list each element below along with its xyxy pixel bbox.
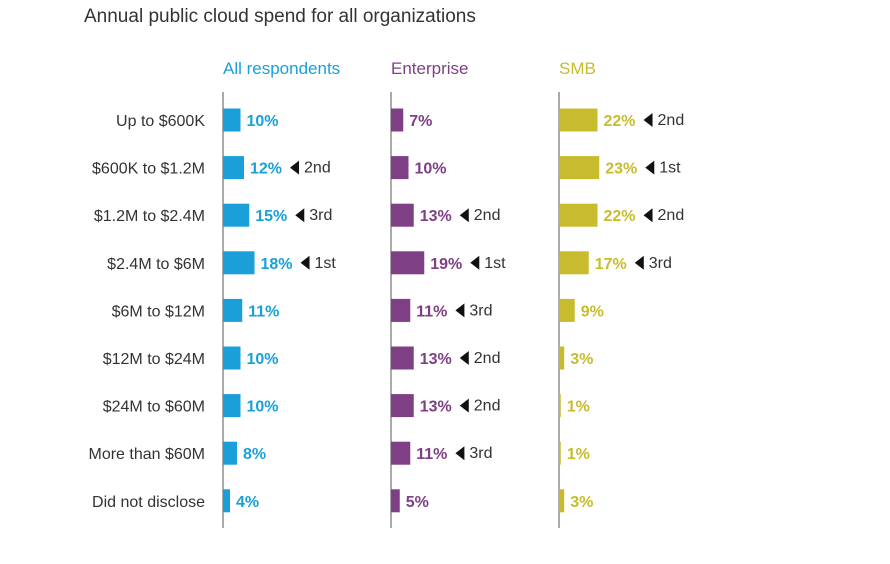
chart-columns: All respondents 10% 12% 2nd 15% 3rd 18% 1st 11% 1… [222,59,685,528]
rank-arrow-icon [459,351,469,365]
bar [391,156,409,180]
value-label: 5% [406,494,429,511]
bar [391,108,404,132]
bar [391,489,400,513]
rank-label: 2nd [474,398,501,415]
value-label: 15% [255,208,287,225]
series-header: SMB [559,59,596,78]
value-label: 7% [409,113,432,130]
rank-label: 2nd [658,112,685,129]
rank-arrow-icon [645,160,655,175]
rank-label: 1st [484,255,506,272]
category-label: $12M to $24M [103,351,205,368]
bar [559,489,565,513]
rank-label: 2nd [474,207,501,224]
bar [559,156,600,180]
value-label: 19% [430,256,462,273]
series-header: All respondents [223,59,340,78]
category-label: $6M to $12M [112,303,205,320]
rank-arrow-icon [470,255,480,270]
bar [223,346,241,370]
bar [223,203,250,227]
bar [559,251,589,275]
series-column: All respondents 10% 12% 2nd 15% 3rd 18% 1st 11% 1… [222,59,340,528]
value-label: 12% [250,161,282,178]
value-label: 10% [415,161,447,178]
bar [559,298,575,322]
rank-label: 2nd [658,207,685,224]
chart-title: Annual public cloud spend for all organi… [84,6,476,27]
value-label: 18% [261,256,293,273]
rank-arrow-icon [459,208,469,223]
rank-arrow-icon [295,208,305,223]
rank-arrow-icon [634,255,644,270]
rank-label: 3rd [649,255,672,272]
bar [559,441,561,465]
bar [391,203,414,227]
series-header: Enterprise [391,59,468,78]
rank-label: 3rd [309,207,332,224]
bar [391,251,425,275]
rank-label: 1st [659,160,681,177]
value-label: 13% [420,208,452,225]
value-label: 23% [605,161,637,178]
bar [223,156,244,180]
value-label: 17% [595,256,627,273]
value-label: 11% [248,303,279,320]
value-label: 4% [236,494,259,511]
bar [223,108,241,132]
value-label: 1% [567,446,590,463]
series-column: SMB 22% 2nd 23% 1st 22% 2nd 17% 3rd 9% 3% 1% 1% 3% [558,59,685,528]
rank-label: 1st [315,255,337,272]
rank-arrow-icon [455,446,465,461]
value-label: 11% [416,446,447,463]
bar [559,108,598,132]
value-label: 3% [570,351,593,368]
value-label: 9% [581,303,604,320]
value-label: 22% [604,208,636,225]
value-label: 10% [247,113,279,130]
bar [391,298,411,322]
category-label: $2.4M to $6M [107,256,205,273]
rank-label: 2nd [304,160,331,177]
rank-arrow-icon [459,398,469,413]
category-label: Up to $600K [116,113,205,130]
bar [559,394,561,418]
value-label: 11% [416,303,447,320]
bar [559,346,565,370]
category-label: $1.2M to $2.4M [94,208,205,225]
bar [223,251,255,275]
rank-label: 3rd [469,445,492,462]
bar [559,203,598,227]
value-label: 10% [247,351,279,368]
rank-label: 3rd [469,302,492,319]
value-label: 13% [420,399,452,416]
bar [223,489,230,513]
rank-arrow-icon [455,303,465,318]
rank-arrow-icon [300,255,310,270]
series-column: Enterprise 7% 10% 13% 2nd 19% 1st 11% 3rd 13% 2nd 1… [390,59,506,528]
bar [223,441,237,465]
category-label: $600K to $1.2M [92,161,205,178]
value-label: 13% [420,351,452,368]
category-label: $24M to $60M [103,399,205,416]
bar [391,346,414,370]
bar [223,394,241,418]
value-label: 3% [570,494,593,511]
category-label: More than $60M [88,446,205,463]
bar [391,394,414,418]
rank-label: 2nd [474,350,501,367]
bar [391,441,411,465]
value-label: 22% [604,113,636,130]
bar [223,298,243,322]
value-label: 1% [567,399,590,416]
category-label: Did not disclose [92,494,205,511]
category-labels: Up to $600K $600K to $1.2M $1.2M to $2.4M $… [88,113,205,511]
value-label: 10% [247,399,279,416]
rank-arrow-icon [643,113,653,127]
rank-arrow-icon [643,208,653,223]
value-label: 8% [243,446,266,463]
rank-arrow-icon [290,160,300,175]
